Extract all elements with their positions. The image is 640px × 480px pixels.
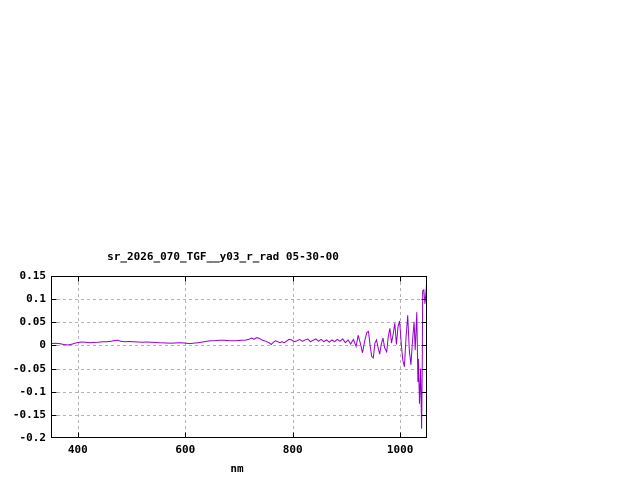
- y-tick-label: 0.15: [19, 269, 47, 282]
- x-tick-label: 600: [175, 443, 196, 456]
- x-tick-label: 1000: [386, 443, 414, 456]
- x-tick-label: 400: [67, 443, 88, 456]
- x-tick-label: 800: [282, 443, 303, 456]
- plot-title: sr_2026_070_TGF__y03_r_rad 05-30-00: [107, 250, 339, 263]
- data-line: [51, 284, 427, 429]
- x-axis-label: nm: [230, 462, 244, 475]
- y-tick-label: 0.1: [26, 292, 46, 306]
- y-tick-label: 0: [39, 338, 46, 352]
- y-tick-label: -0.05: [12, 361, 46, 375]
- plot-area: [51, 276, 427, 438]
- y-tick-label: 0.05: [19, 315, 47, 329]
- plot-border: [51, 276, 427, 438]
- y-tick-label: -0.15: [12, 407, 46, 421]
- y-tick-label: -0.1: [19, 384, 47, 398]
- y-tick-label: -0.2: [19, 431, 47, 444]
